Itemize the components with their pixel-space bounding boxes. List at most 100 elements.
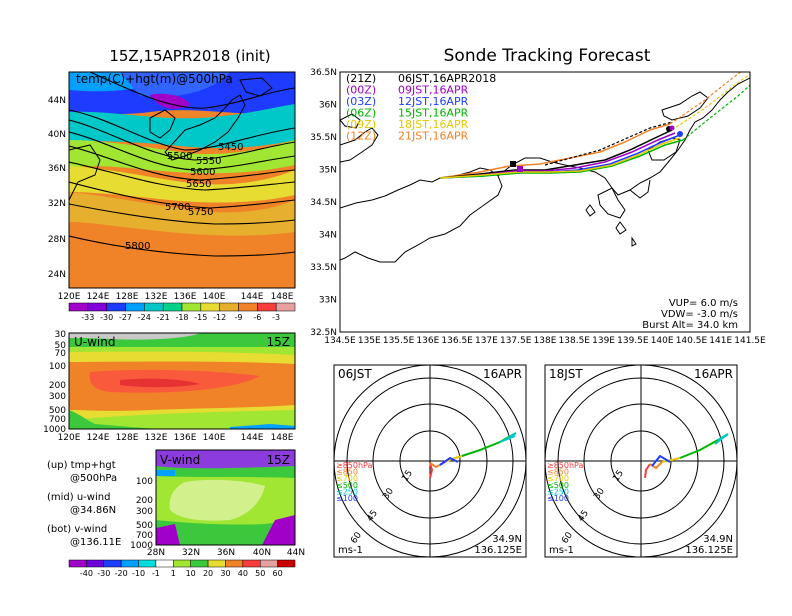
uwind-p-1000: 1000 [43,425,66,435]
temp-colorbar [68,302,296,312]
track-lon-tick: 140.5E [676,336,708,346]
map500-lat-28N: 28N [48,235,66,245]
right-title: Sonde Tracking Forecast [444,46,651,66]
wind-colorbar-swatch [173,559,191,568]
stat-burst: Burst Alt= 34.0 km [642,320,738,331]
vwind-lat-44N: 44N [287,548,305,558]
temp-colorbar-label: -15 [194,313,207,322]
track-legend-run: (21Z) [346,72,376,85]
vwind-lat-28N: 28N [147,548,165,558]
wind-colorbar-swatch [277,559,296,568]
temp-colorbar-label: -24 [138,313,151,322]
track-lat-tick: 33.5N [310,263,337,273]
uwind-p-500: 500 [49,406,66,416]
track-lat-tick: 35N [319,166,337,176]
track-lon-ticks: 134.5E 135E 135.5E 136E 136.5E 137E 137.5E 138E… [324,336,766,346]
track-lat-tick: 35.5N [310,133,337,143]
note-mid-b: @34.86N [70,505,116,516]
uwind-lon-136E: 136E [174,433,197,443]
contour-label-5800: 5800 [125,241,150,252]
map500-lon-120E: 120E [58,292,81,302]
temp-colorbar-swatch [200,302,220,312]
map500-label: temp(C)+hgt(m)@500hPa [76,72,233,86]
temp-colorbar-label: -21 [157,313,170,322]
wind-colorbar-label: 1 [171,569,176,578]
temp-colorbar-swatch [144,302,164,312]
hodo1-lon: 136.125E [474,545,522,556]
vwind-p-500: 500 [136,521,153,531]
note-bot-a: (bot) v-wind [47,524,107,535]
wind-colorbar-swatch [68,559,87,568]
track-lat-tick: 36N [319,101,337,111]
uwind-lon-148E: 148E [271,433,294,443]
track-legend-text: 15JST,16APR [398,107,469,120]
wind-colorbar-label: 10 [186,569,196,578]
temp-colorbar-swatch [68,302,89,312]
wind-colorbar-label: -1 [152,569,160,578]
wind-colorbar-swatch [120,559,139,568]
vwind-panel [156,450,295,545]
map500-lat-40N: 40N [48,130,66,140]
wind-colorbar-swatch [190,559,209,568]
wind-colorbar-label: 40 [238,569,248,578]
track-lon-tick: 139E [592,336,615,346]
wind-colorbar-label: 60 [273,569,283,578]
vwind-p-300: 300 [136,507,153,517]
temp-colorbar-label: -12 [213,313,226,322]
wind-colorbar-swatch [242,559,261,568]
wind-colorbar-swatch [86,559,105,568]
uwind-label: U-wind [74,335,115,349]
temp-colorbar-label: -3 [272,313,280,322]
vwind-time: 15Z [267,453,291,467]
wind-colorbar-swatch [225,559,244,568]
track-lon-tick: 140E [651,336,674,346]
track-legend-run: (00Z) [346,84,376,97]
track-legend: (21Z) 06JST,16APR2018 (00Z) 09JST,16APR (03Z… [346,72,496,143]
track-lon-tick: 138E [534,336,557,346]
wind-colorbar-swatch [207,559,226,568]
hodo-level-label: ≤700 [336,474,358,483]
uwind-p-200: 200 [49,381,66,391]
wind-colorbar-label: 30 [220,569,230,578]
hodo-level-label: ≥850hPa [336,461,373,470]
track-lon-tick: 135E [358,336,381,346]
hodo-level-label: ≤700 [547,474,569,483]
temp-colorbar-swatch [106,302,126,312]
contour-label-5650: 5650 [186,179,211,190]
track-legend-text: 12JST,16APR [398,95,469,108]
track-lat-tick: 32.5N [310,328,337,338]
vwind-p-700: 700 [136,531,153,541]
wind-colorbar-label: -30 [97,569,110,578]
temp-colorbar-swatch [257,302,277,312]
uwind-p-70: 70 [55,349,67,359]
uwind-p-50: 50 [55,341,67,351]
track-lon-tick: 134.5E [324,336,356,346]
uwind-lon-124E: 124E [87,433,110,443]
temp-colorbar-swatch [181,302,202,312]
wind-colorbar-labels: -40 -30 -20 -10 -1 1 10 20 30 40 50 60 [80,569,283,578]
track-lon-tick: 138.5E [559,336,591,346]
temp-colorbar-label: -27 [119,313,132,322]
temp-colorbar-label: -9 [235,313,243,322]
uwind-p-30: 30 [55,330,67,340]
map500-lat-24N: 24N [48,270,66,280]
hodo-level-label: ≤100 [547,494,569,503]
map500-lon-124E: 124E [87,292,110,302]
hodo-level-label: ≤500 [547,481,569,490]
map500-lon-148E: 148E [271,292,294,302]
track-lon-tick: 137E [475,336,498,346]
wind-colorbar-label: -40 [80,569,93,578]
temp-colorbar-swatch [87,302,107,312]
track-legend-run: (03Z) [346,95,376,108]
uwind-panel [69,333,295,429]
map500-lat-44N: 44N [48,96,66,106]
track-lon-tick: 139.5E [617,336,649,346]
map500-lon-136E: 136E [174,292,197,302]
note-bot-b: @136.11E [70,537,121,548]
hodograph-1: 15 30 45 60 06JST 16APR 34.9N 136.125E m… [333,364,527,558]
hodo1-date: 16APR [483,367,522,381]
track-lat-tick: 34.5N [310,198,337,208]
hodo2-time: 18JST [549,367,583,381]
contour-label-5550: 5550 [196,156,221,167]
uwind-p-300: 300 [49,392,66,402]
